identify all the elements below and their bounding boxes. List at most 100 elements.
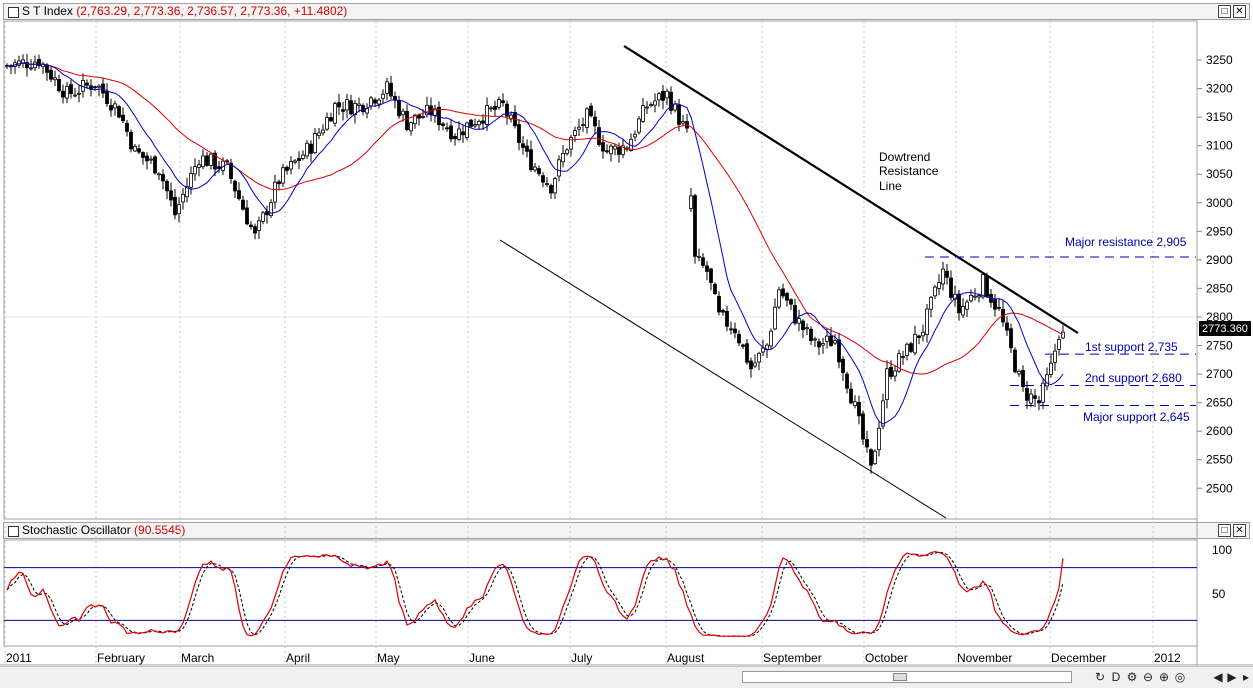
- horizontal-scrollbar[interactable]: [742, 671, 1072, 683]
- candle-body: [949, 277, 953, 298]
- y-tick-label: 3000: [1206, 196, 1233, 210]
- candle-body: [181, 193, 185, 203]
- candle-body: [481, 120, 485, 124]
- chart-canvas[interactable]: 2500 2550 2600 2650 2700 2750 2800 2850 2900 2950…: [0, 0, 1253, 666]
- candle-body: [1053, 350, 1057, 363]
- support-resistance-lines: [925, 256, 1196, 406]
- candle-body: [37, 58, 41, 67]
- candle-body: [277, 181, 281, 185]
- candle-body: [33, 61, 37, 69]
- candle-body: [853, 401, 857, 406]
- candle-body: [741, 344, 745, 347]
- maximize-icon[interactable]: □: [1218, 5, 1231, 18]
- candle-body: [353, 103, 357, 116]
- candle-body: [577, 126, 581, 130]
- daily-period-icon[interactable]: D: [1111, 670, 1121, 684]
- candle-body: [313, 133, 317, 154]
- candle-body: [753, 362, 757, 367]
- candle-body: [877, 427, 881, 451]
- candle-body: [817, 341, 821, 348]
- candle-body: [769, 330, 773, 347]
- candle-body: [737, 333, 741, 344]
- candle-body: [473, 124, 477, 127]
- candle-body: [369, 97, 373, 107]
- candle-body: [333, 103, 337, 124]
- candle-body: [805, 327, 809, 330]
- x-tick-label: June: [469, 651, 495, 665]
- status-bar: ↻ D ⚙ ⊖ ⊕ ◎ ◀ ▶ ▸: [0, 666, 1253, 688]
- candle-body: [265, 211, 269, 216]
- osc-y-tick-label: 100: [1212, 543, 1232, 557]
- y-tick-label: 2850: [1206, 281, 1233, 295]
- close-icon[interactable]: ✕: [1233, 524, 1246, 537]
- candle-body: [197, 164, 201, 168]
- candle-body: [641, 105, 645, 122]
- scroll-right-icon[interactable]: ▶: [1227, 670, 1237, 684]
- x-tick-label: March: [181, 651, 214, 665]
- oscillator-panel-title: Stochastic Oscillator: [22, 523, 131, 537]
- zoom-in-icon[interactable]: ⊕: [1158, 670, 1170, 684]
- candle-body: [557, 159, 561, 177]
- candle-body: [261, 212, 265, 222]
- candle-body: [49, 69, 53, 80]
- osc-y-tick-label: 50: [1212, 587, 1226, 601]
- candle-body: [389, 82, 393, 97]
- annotation-downtrend-3: Line: [879, 179, 902, 193]
- close-icon[interactable]: ✕: [1233, 5, 1246, 18]
- candle-body: [913, 333, 917, 354]
- candle-body: [1049, 362, 1053, 375]
- candle-body: [549, 185, 553, 194]
- candle-body: [205, 155, 209, 166]
- candle-body: [921, 331, 925, 337]
- candle-body: [413, 114, 417, 125]
- candle-body: [657, 93, 661, 101]
- candle-body: [533, 166, 537, 171]
- candle-body: [661, 90, 665, 101]
- candle-body: [349, 100, 353, 115]
- refresh-icon[interactable]: ↻: [1094, 670, 1106, 684]
- osc-k-line: [6, 550, 1064, 637]
- candle-body: [493, 106, 497, 110]
- candle-body: [57, 78, 61, 92]
- candle-body: [901, 356, 905, 358]
- candle-body: [665, 90, 669, 99]
- candle-body: [485, 105, 489, 125]
- scroll-end-icon[interactable]: ▸: [1242, 670, 1250, 684]
- candle-body: [241, 199, 245, 210]
- x-tick-label: December: [1051, 651, 1106, 665]
- zoom-out-icon[interactable]: ⊖: [1142, 670, 1154, 684]
- candle-body: [961, 306, 965, 316]
- y-tick-label: 2550: [1206, 453, 1233, 467]
- candle-body: [521, 143, 525, 148]
- x-tick-label: September: [763, 651, 822, 665]
- y-tick-label: 2750: [1206, 339, 1233, 353]
- candle-body: [865, 439, 869, 448]
- candle-body: [785, 293, 789, 301]
- settings-icon[interactable]: ⚙: [1126, 670, 1138, 684]
- candle-body: [173, 196, 177, 216]
- target-icon[interactable]: ◎: [1174, 670, 1186, 684]
- candle-body: [105, 91, 109, 104]
- maximize-icon[interactable]: □: [1218, 524, 1231, 537]
- y-tick-label: 2500: [1206, 481, 1233, 495]
- candle-body: [69, 84, 73, 95]
- candle-body: [301, 154, 305, 159]
- candle-body: [393, 95, 397, 101]
- panel-checkbox[interactable]: [8, 526, 19, 537]
- candle-body: [773, 306, 777, 330]
- candle-body: [561, 152, 565, 163]
- candle-body: [601, 142, 605, 152]
- candle-body: [781, 288, 785, 297]
- candle-body: [789, 299, 793, 305]
- candle-body: [113, 103, 117, 109]
- scroll-left-icon[interactable]: ◀: [1213, 670, 1223, 684]
- candle-body: [85, 82, 89, 86]
- candle-body: [357, 103, 361, 106]
- panel-checkbox[interactable]: [8, 7, 19, 18]
- candle-body: [1033, 395, 1037, 399]
- candle-body: [213, 152, 217, 170]
- candle-body: [925, 308, 929, 335]
- scrollbar-thumb[interactable]: [893, 673, 907, 681]
- candle-body: [145, 155, 149, 162]
- candle-body: [209, 153, 213, 166]
